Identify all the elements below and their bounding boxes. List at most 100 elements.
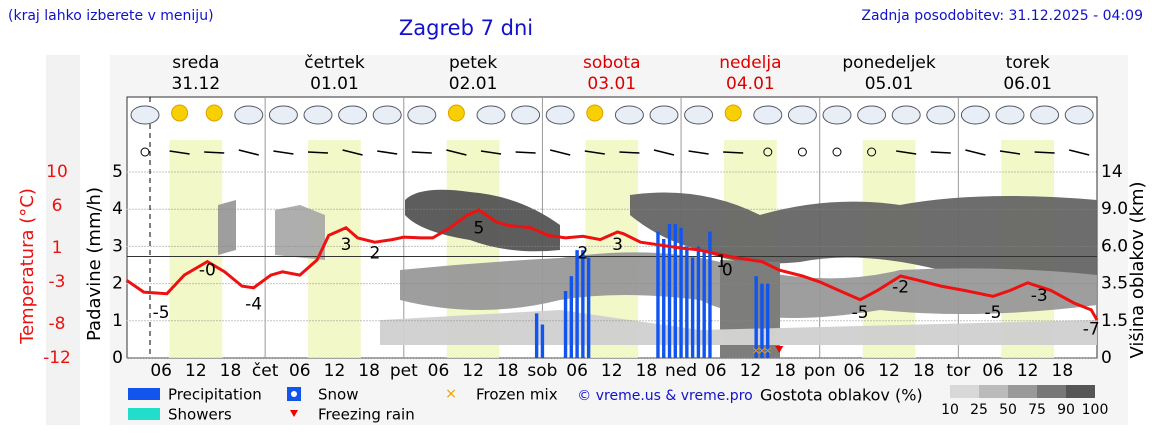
wind-barb	[688, 150, 709, 155]
temp-axis-label: Temperatura (°C)	[17, 188, 38, 345]
temp-label: -5	[852, 303, 869, 323]
x-tick-label: 18	[220, 361, 242, 381]
day-name: sreda	[172, 53, 219, 73]
temp-label: -0	[199, 261, 216, 281]
wind-barb	[273, 150, 294, 155]
frozen-mix-mark: ×	[763, 344, 772, 357]
x-tick-label: 06	[566, 361, 588, 381]
wind-barb	[1069, 149, 1090, 156]
wind-barb	[653, 149, 675, 156]
cloud-legend-level: 25	[970, 402, 988, 418]
legend-label: Freezing rain	[318, 406, 415, 424]
x-tick-label: 18	[774, 361, 796, 381]
day-date: 06.01	[1003, 74, 1052, 94]
x-tick-label: 18	[358, 361, 380, 381]
y2-tick-label: 6.0	[1101, 236, 1128, 256]
cloud-legend-swatch	[1037, 385, 1066, 398]
cloud-shade	[380, 310, 1097, 345]
temp-label: -2	[892, 277, 909, 297]
x-tick-label: 18	[497, 361, 519, 381]
cloud-icon	[268, 105, 298, 125]
sun-icon	[205, 104, 223, 122]
precip-bar	[586, 257, 591, 358]
temp-tick-label: -12	[43, 348, 71, 368]
x-tick-label: čet	[252, 361, 279, 381]
legend-swatch	[128, 408, 160, 420]
temp-label: 1	[716, 252, 727, 272]
y2-tick-label: 3.5	[1101, 274, 1128, 294]
x-tick-label: 06	[428, 361, 450, 381]
cloud-shade	[275, 205, 325, 260]
updated: Zadnja posodobitev: 31.12.2025 - 04:09	[861, 8, 1143, 24]
x-tick-label: 12	[601, 361, 623, 381]
day-name: ponedeljek	[842, 53, 936, 73]
y-tick-label: 4	[112, 199, 123, 219]
wind-barb	[515, 151, 536, 154]
precip-bar	[575, 250, 579, 358]
x-tick-label: ned	[665, 361, 697, 381]
wind-barb	[342, 149, 363, 156]
cloud-legend-level: 10	[941, 402, 959, 418]
precip-bar	[679, 227, 683, 358]
wind-barb	[204, 151, 225, 154]
cloud-shade	[405, 189, 560, 252]
day-name: četrtek	[304, 53, 365, 73]
x-tick-label: sob	[527, 361, 557, 381]
precip-bar	[702, 250, 706, 358]
cloud-icon	[787, 105, 817, 125]
y-axis-label: Padavine (mm/h)	[84, 187, 105, 341]
calm-icon	[832, 147, 842, 157]
calm-icon	[140, 147, 150, 157]
cloud-icon	[511, 105, 541, 125]
temp-label: 2	[577, 244, 588, 264]
wind-barb	[896, 150, 917, 155]
cloud-legend-level: 90	[1057, 402, 1075, 418]
cloud-icon	[1030, 105, 1060, 125]
precip-bar	[760, 283, 764, 358]
day-date: 01.01	[310, 74, 359, 94]
cloud-icon	[995, 105, 1025, 125]
cloud-legend-swatch	[1008, 385, 1037, 398]
cloud-icon	[960, 105, 990, 125]
day-name: sobota	[583, 53, 641, 73]
temp-label: 3	[341, 235, 352, 255]
cloud-legend-title: Gostota oblakov (%)	[760, 386, 923, 405]
precip-bar	[569, 276, 574, 358]
cloud-legend-swatch	[950, 385, 979, 398]
cloud-icon	[545, 105, 575, 125]
precip-bar	[696, 246, 701, 358]
x-tick-label: 18	[1052, 361, 1074, 381]
y-tick-label: 0	[112, 348, 123, 368]
temp-label: -3	[1031, 286, 1048, 306]
cloud-icon	[1064, 105, 1094, 125]
temperature-line	[125, 208, 1099, 321]
temp-label: -7	[1083, 320, 1100, 340]
wind-barb	[480, 150, 502, 155]
x-tick-label: 12	[878, 361, 900, 381]
temp-label: 3	[612, 235, 623, 255]
day-name: nedelja	[719, 53, 781, 73]
cloud-icon	[753, 105, 783, 125]
precip-bar	[766, 283, 770, 358]
title: Zagreb 7 dni	[399, 16, 533, 40]
left-strip	[46, 55, 80, 425]
cloud-icon	[407, 105, 437, 125]
sun-icon	[171, 104, 189, 122]
note: (kraj lahko izberete v meniju)	[8, 8, 214, 24]
precip-bar	[563, 291, 568, 358]
y2-tick-label: 0	[1101, 348, 1112, 368]
cloud-icon	[926, 105, 956, 125]
temp-tick-label: -8	[49, 314, 66, 334]
sun-icon	[724, 104, 742, 122]
x-tick-label: 06	[982, 361, 1004, 381]
wind-barb	[169, 150, 190, 155]
freezing-rain-mark	[775, 346, 784, 353]
frozen-mix-mark: ×	[757, 344, 766, 357]
legend-swatch	[291, 391, 297, 397]
x-tick-label: 12	[462, 361, 484, 381]
temp-label: -5	[153, 303, 170, 323]
legend-label: Showers	[168, 406, 232, 424]
precip-bar	[685, 246, 689, 358]
x-tick-label: 18	[636, 361, 658, 381]
wind-barb	[446, 149, 467, 156]
